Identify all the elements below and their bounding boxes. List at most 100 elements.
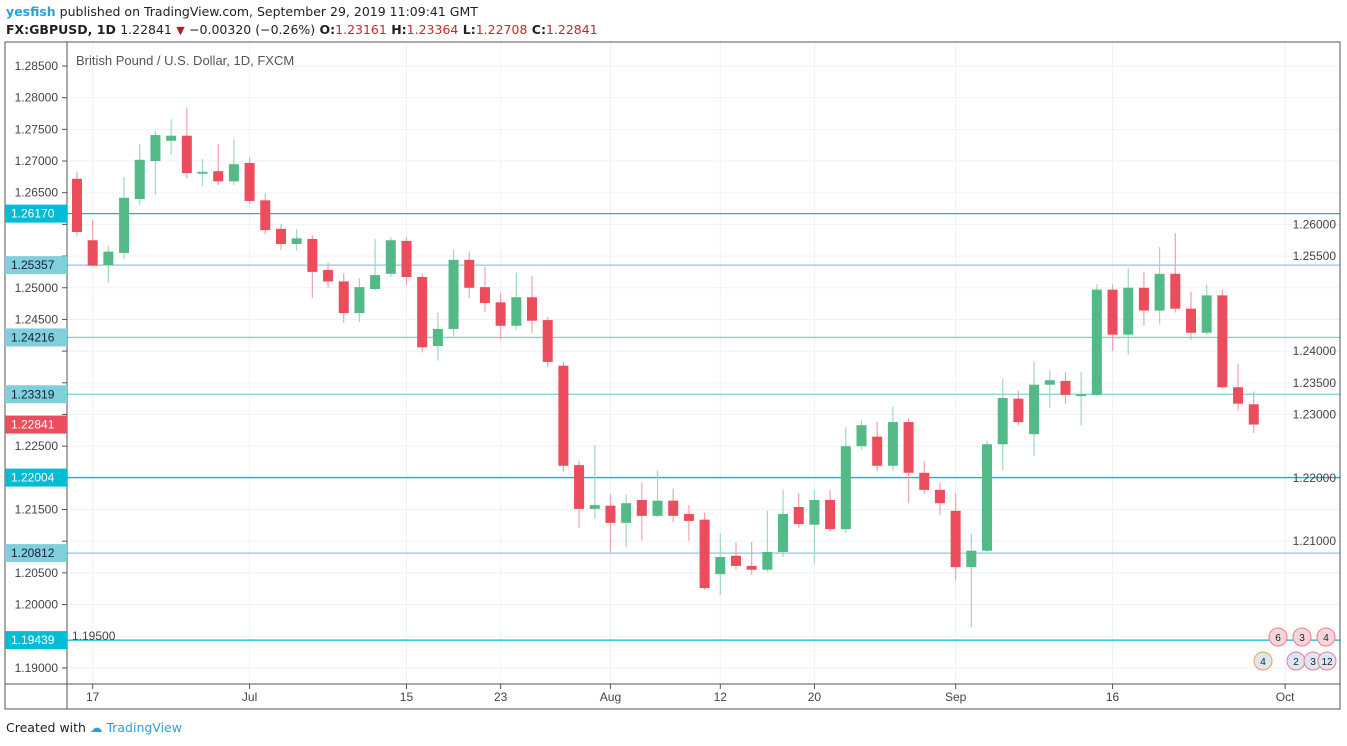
y-tick-label: 1.22000 — [1293, 471, 1337, 485]
y-tick-label: 1.28500 — [15, 59, 59, 73]
candle-down — [87, 240, 98, 266]
level-label-bg — [5, 468, 67, 487]
candle-down — [934, 489, 945, 504]
candle-up — [354, 287, 365, 314]
y-tick-label: 1.21000 — [1293, 534, 1337, 548]
candle-down — [1233, 387, 1244, 404]
y-tick-label: 1.25500 — [1293, 249, 1337, 263]
event-count: 3 — [1299, 633, 1305, 644]
candle-down — [793, 506, 804, 525]
level-label-bg — [5, 385, 67, 404]
candle-down — [605, 505, 616, 523]
close-label: C: — [531, 22, 546, 37]
y-tick-label: 1.26500 — [15, 186, 59, 200]
y-tick-label: 1.22500 — [15, 439, 59, 453]
level-label: 1.26170 — [11, 207, 55, 221]
last-price-label-bg — [5, 415, 67, 434]
author-link[interactable]: yesfish — [6, 4, 56, 19]
last-price: 1.22841 — [120, 22, 172, 37]
candle-up — [966, 550, 977, 568]
candle-down — [825, 500, 836, 530]
y-tick-label: 1.26000 — [1293, 217, 1337, 231]
candle-down — [464, 259, 475, 288]
candle-up — [1123, 287, 1134, 335]
candle-down — [636, 500, 647, 516]
publish-text: published on TradingView.com, September … — [59, 4, 478, 19]
uk-flag-event-icon — [1268, 627, 1288, 647]
candle-down — [558, 365, 569, 466]
level-label-bg — [5, 256, 67, 275]
level-label: 1.19439 — [11, 633, 55, 647]
candle-down — [1170, 273, 1181, 309]
level-label: 1.24216 — [11, 330, 55, 344]
candle-up — [432, 328, 443, 347]
low-label: L: — [462, 22, 476, 37]
x-tick-label: 16 — [1106, 690, 1120, 704]
tradingview-logo-link[interactable]: ☁ TradingView — [89, 720, 182, 735]
x-tick-label: 23 — [494, 690, 508, 704]
candle-up — [197, 171, 208, 174]
candle-down — [213, 171, 224, 182]
open-label: O: — [319, 22, 336, 37]
candle-up — [621, 503, 632, 523]
price-axis[interactable]: 1.28500 1.28000 1.27500 1.27000 1.26500 1.260… — [15, 59, 1337, 675]
us-flag-event-icon — [1253, 651, 1273, 671]
candle-down — [872, 436, 883, 466]
candle-down — [1013, 398, 1024, 423]
us-flag-event-icon — [1317, 651, 1337, 671]
time-axis[interactable]: 17 Jul 15 23 Aug 12 20 Sep 16 Oct — [86, 684, 1295, 704]
event-count: 6 — [1275, 633, 1281, 644]
candle-down — [527, 297, 538, 321]
y-tick-label: 1.28000 — [15, 91, 59, 105]
footer: Created with ☁ TradingView — [6, 720, 182, 735]
candle-up — [997, 398, 1008, 445]
candle-down — [495, 302, 506, 326]
candle-up — [1044, 380, 1055, 385]
x-tick-label: Oct — [1276, 690, 1295, 704]
economic-events[interactable]: 6 3 44 2 3 12 — [1253, 627, 1337, 671]
candle-down — [574, 465, 585, 509]
candle-up — [150, 135, 161, 162]
candle-up — [511, 297, 522, 326]
level-label: 1.23319 — [11, 387, 55, 401]
y-tick-label: 1.27500 — [15, 122, 59, 136]
event-count: 2 — [1293, 657, 1299, 668]
candle-up — [887, 422, 898, 466]
candle-up — [1029, 384, 1040, 435]
candle-down — [338, 281, 349, 314]
candle-up — [1154, 273, 1165, 311]
chart-title: British Pound / U.S. Dollar, 1D, FXCM — [76, 53, 294, 68]
event-count: 12 — [1321, 657, 1333, 668]
y-tick-label: 1.23500 — [1293, 376, 1337, 390]
event-count: 4 — [1323, 633, 1329, 644]
x-tick-label: 20 — [808, 690, 822, 704]
candle-up — [762, 551, 773, 570]
grid — [67, 42, 1340, 684]
y-tick-label: 1.19000 — [15, 661, 59, 675]
low-value: 1.22708 — [475, 22, 528, 37]
candle-up — [1201, 295, 1212, 333]
candle-down — [401, 240, 412, 277]
candle-down — [919, 472, 930, 490]
level-label-bg — [5, 631, 67, 650]
y-tick-label: 1.19500 — [72, 629, 116, 643]
candle-down — [903, 422, 914, 473]
candle-down — [699, 519, 710, 589]
y-tick-label: 1.25000 — [15, 281, 59, 295]
level-label-bg — [5, 544, 67, 563]
level-label-bg — [5, 204, 67, 223]
candle-up — [652, 500, 663, 516]
x-tick-label: 17 — [86, 690, 100, 704]
high-label: H: — [391, 22, 407, 37]
candle-down — [746, 565, 757, 570]
candle-down — [950, 510, 961, 568]
y-tick-label: 1.24500 — [15, 312, 59, 326]
event-count: 4 — [1260, 657, 1266, 668]
candle-down — [1248, 404, 1259, 425]
candle-down — [307, 238, 318, 272]
uk-flag-event-icon — [1292, 627, 1312, 647]
y-tick-label: 1.27000 — [15, 154, 59, 168]
event-count: 3 — [1310, 657, 1316, 668]
candle-down — [1107, 289, 1118, 335]
